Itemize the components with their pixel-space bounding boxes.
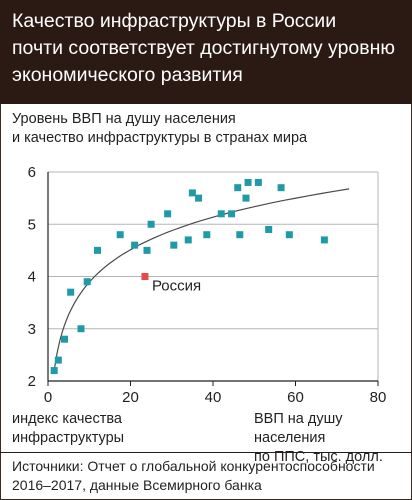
- data-point: [83, 278, 91, 286]
- data-point: [54, 356, 62, 364]
- chart-subtitle: Уровень ВВП на душу населения и качество…: [12, 111, 308, 146]
- data-point: [277, 184, 285, 192]
- data-point: [265, 225, 273, 233]
- y-tick-label: 4: [28, 269, 36, 286]
- russia-point: [141, 273, 149, 280]
- x-axis-label: ВВП на душу населения по ППС, тыс. долл.: [254, 411, 383, 465]
- source-note: Источники: Отчет о глобальной конкуренто…: [12, 458, 375, 493]
- data-point: [217, 210, 225, 218]
- data-point: [116, 231, 124, 239]
- data-point: [234, 184, 242, 192]
- y-axis-label: индекс качества инфраструктуры: [12, 411, 125, 446]
- data-point: [77, 325, 85, 333]
- x-tick-label: 0: [44, 389, 52, 406]
- data-point: [50, 367, 58, 375]
- data-point: [184, 236, 192, 244]
- russia-label: Россия: [152, 278, 201, 295]
- x-tick-label: 80: [370, 389, 387, 406]
- data-point: [164, 210, 172, 218]
- data-point: [143, 246, 151, 254]
- page-title: Качество инфраструктуры в России почти с…: [12, 10, 396, 86]
- data-point: [170, 241, 178, 249]
- data-point: [131, 241, 139, 249]
- x-tick-label: 60: [287, 389, 304, 406]
- data-point: [244, 178, 252, 186]
- data-point: [242, 194, 250, 202]
- trend-line: [53, 188, 350, 372]
- data-point: [254, 178, 262, 186]
- y-tick-label: 3: [28, 321, 36, 338]
- data-point: [203, 231, 211, 239]
- header-banner: Качество инфраструктуры в России почти с…: [0, 0, 412, 104]
- data-point: [67, 288, 75, 296]
- x-tick-label: 40: [205, 389, 222, 406]
- x-tick-label: 20: [122, 389, 139, 406]
- y-tick-label: 2: [28, 373, 36, 390]
- data-point: [147, 220, 155, 228]
- data-point: [195, 194, 203, 202]
- data-point: [228, 210, 236, 218]
- y-tick-label: 5: [28, 216, 36, 233]
- data-point: [320, 236, 328, 244]
- y-tick-label: 6: [28, 164, 36, 181]
- footer-divider: [0, 452, 412, 453]
- data-point: [94, 246, 101, 254]
- data-point: [285, 231, 293, 239]
- data-point: [188, 189, 196, 197]
- data-point: [236, 231, 244, 239]
- data-point: [61, 335, 68, 343]
